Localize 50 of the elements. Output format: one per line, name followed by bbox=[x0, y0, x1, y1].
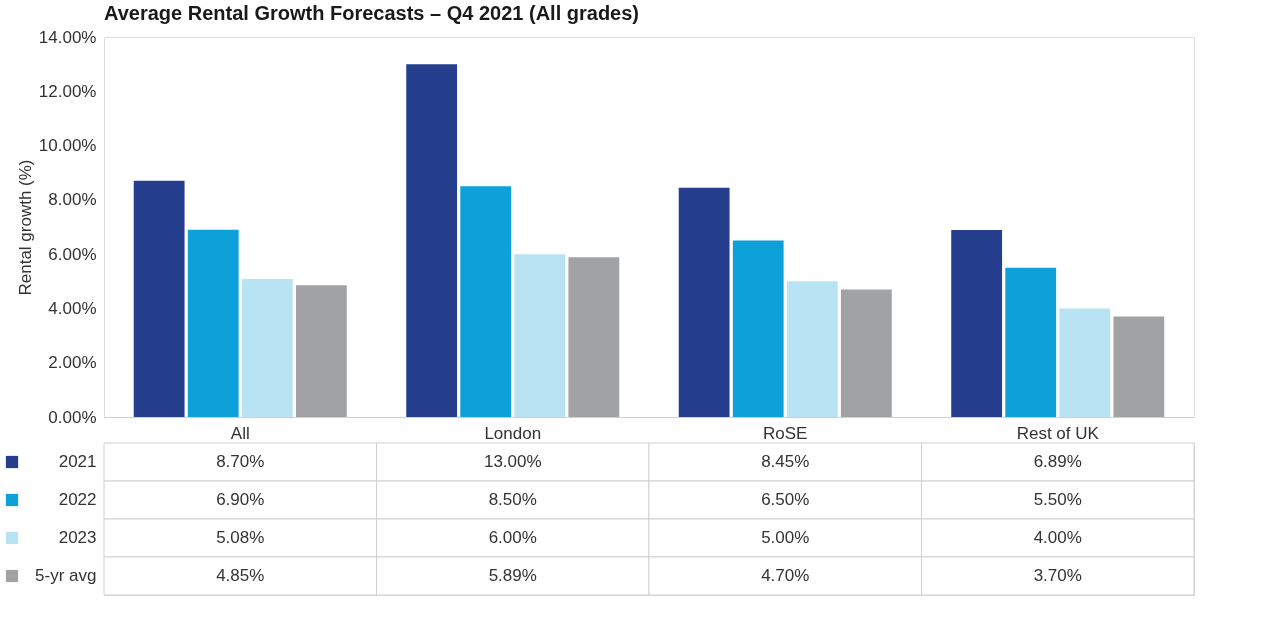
bar bbox=[133, 180, 185, 417]
bar bbox=[678, 187, 730, 417]
data-label: 13.00% bbox=[483, 452, 542, 471]
data-label: 8.70% bbox=[216, 452, 265, 471]
data-label: 6.00% bbox=[488, 528, 537, 547]
data-label: 8.50% bbox=[488, 490, 537, 509]
x-tick-label: All bbox=[230, 423, 250, 443]
bar bbox=[1005, 267, 1057, 417]
y-tick-label: 0.00% bbox=[48, 407, 97, 427]
legend-label: 2021 bbox=[58, 452, 97, 471]
y-tick-label: 4.00% bbox=[48, 298, 97, 318]
y-tick-label: 12.00% bbox=[38, 81, 97, 101]
y-tick-label: 6.00% bbox=[48, 244, 97, 264]
data-label: 6.89% bbox=[1033, 452, 1082, 471]
y-tick-label: 2.00% bbox=[48, 353, 97, 373]
data-label: 5.00% bbox=[761, 528, 810, 547]
data-label: 6.50% bbox=[761, 490, 810, 509]
bar bbox=[514, 254, 566, 417]
data-label: 5.50% bbox=[1033, 490, 1082, 509]
data-label: 4.70% bbox=[761, 566, 810, 585]
y-tick-label: 8.00% bbox=[48, 190, 97, 210]
data-label: 4.00% bbox=[1033, 528, 1082, 547]
bar bbox=[786, 281, 838, 417]
bar bbox=[732, 240, 784, 417]
bar bbox=[406, 64, 458, 417]
bar bbox=[840, 289, 892, 417]
legend-label: 2023 bbox=[58, 528, 97, 547]
data-label: 3.70% bbox=[1033, 566, 1082, 585]
legend-label: 5-yr avg bbox=[35, 566, 97, 585]
bar bbox=[460, 186, 512, 417]
data-label: 5.89% bbox=[488, 566, 537, 585]
bar bbox=[568, 257, 620, 417]
data-label: 6.90% bbox=[216, 490, 265, 509]
x-tick-label: RoSE bbox=[763, 423, 808, 443]
data-label: 5.08% bbox=[216, 528, 265, 547]
y-tick-label: 14.00% bbox=[38, 27, 97, 47]
y-axis-title: Rental growth (%) bbox=[15, 159, 35, 296]
bar bbox=[295, 285, 347, 417]
data-label: 4.85% bbox=[216, 566, 265, 585]
bar bbox=[1059, 308, 1111, 417]
bar bbox=[241, 279, 293, 417]
y-tick-label: 10.00% bbox=[38, 136, 97, 156]
bar bbox=[951, 229, 1003, 417]
x-tick-label: Rest of UK bbox=[1016, 423, 1100, 443]
data-label: 8.45% bbox=[761, 452, 810, 471]
x-tick-label: London bbox=[484, 423, 542, 443]
bar bbox=[187, 229, 239, 417]
legend-label: 2022 bbox=[58, 490, 97, 509]
chart-title: Average Rental Growth Forecasts – Q4 2021 (All grades) bbox=[104, 1, 640, 24]
bar bbox=[1113, 316, 1165, 417]
